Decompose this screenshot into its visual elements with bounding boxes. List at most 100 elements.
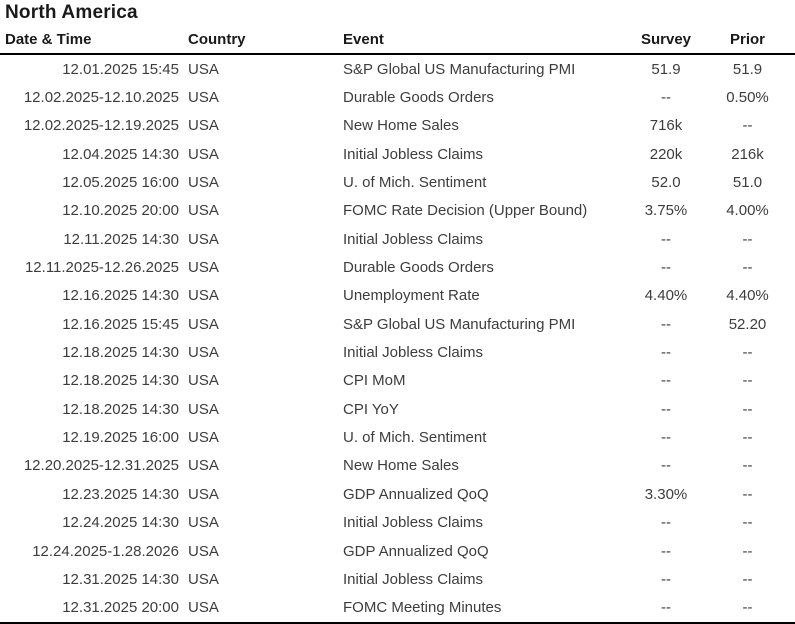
column-header-date-time: Date & Time [0, 26, 182, 55]
table-row: 12.16.2025 15:45 USA S&P Global US Manuf… [0, 310, 795, 338]
column-header-country: Country [182, 26, 338, 55]
column-header-survey: Survey [593, 26, 700, 55]
cell-event: Durable Goods Orders [343, 259, 494, 277]
cell-event: Initial Jobless Claims [343, 145, 484, 163]
cell-survey: -- [661, 89, 671, 107]
cell-date-time: 12.16.2025 15:45 [62, 315, 179, 333]
cell-prior: -- [742, 117, 753, 135]
cell-prior: 4.40% [726, 287, 769, 305]
cell-date-time: 12.31.2025 20:00 [62, 599, 179, 617]
table-row: 12.20.2025-12.31.2025 USA New Home Sales… [0, 452, 795, 480]
table-row: 12.16.2025 14:30 USA Unemployment Rate 4… [0, 282, 795, 310]
cell-date-time: 12.16.2025 14:30 [62, 287, 179, 305]
cell-prior: -- [742, 514, 753, 532]
cell-survey: 52.0 [651, 174, 681, 192]
cell-event: FOMC Meeting Minutes [343, 599, 502, 617]
cell-event: U. of Mich. Sentiment [343, 174, 487, 192]
table-row: 12.11.2025 14:30 USA Initial Jobless Cla… [0, 225, 795, 253]
table-row: 12.24.2025-1.28.2026 USA GDP Annualized … [0, 537, 795, 565]
cell-prior: -- [742, 344, 753, 362]
cell-country: USA [188, 514, 219, 532]
table-row: 12.18.2025 14:30 USA CPI MoM -- -- [0, 367, 795, 395]
cell-date-time: 12.11.2025-12.26.2025 [24, 259, 179, 277]
cell-survey: -- [661, 514, 671, 532]
cell-date-time: 12.11.2025 14:30 [63, 230, 179, 248]
cell-survey: 4.40% [644, 287, 688, 305]
cell-survey: 3.75% [644, 202, 688, 220]
cell-survey: -- [661, 230, 671, 248]
table-row: 12.19.2025 16:00 USA U. of Mich. Sentime… [0, 423, 795, 451]
cell-country: USA [188, 400, 219, 418]
table-row: 12.02.2025-12.19.2025 USA New Home Sales… [0, 112, 795, 140]
cell-country: USA [188, 174, 219, 192]
cell-event: Initial Jobless Claims [343, 570, 484, 588]
page-title: North America [5, 2, 138, 23]
table-row: 12.18.2025 14:30 USA CPI YoY -- -- [0, 395, 795, 423]
cell-survey: -- [661, 570, 671, 588]
cell-survey: -- [661, 372, 671, 390]
cell-prior: 4.00% [726, 202, 769, 220]
cell-date-time: 12.18.2025 14:30 [62, 372, 179, 390]
cell-prior: -- [742, 400, 753, 418]
economic-calendar-table: Date & Time Country Event Survey Prior 1… [0, 26, 795, 624]
cell-date-time: 12.05.2025 16:00 [62, 174, 179, 192]
cell-prior: 51.0 [732, 174, 763, 192]
cell-country: USA [188, 117, 219, 135]
cell-country: USA [188, 570, 219, 588]
cell-prior: -- [742, 429, 753, 447]
cell-country: USA [188, 230, 219, 248]
column-header-prior: Prior [700, 26, 795, 55]
cell-prior: -- [742, 457, 753, 475]
cell-country: USA [188, 485, 219, 503]
cell-country: USA [188, 457, 219, 475]
cell-survey: 220k [649, 145, 683, 163]
table-row: 12.24.2025 14:30 USA Initial Jobless Cla… [0, 509, 795, 537]
table-row: 12.23.2025 14:30 USA GDP Annualized QoQ … [0, 480, 795, 508]
cell-survey: -- [661, 457, 671, 475]
table-header: Date & Time Country Event Survey Prior [0, 26, 795, 55]
table-row: 12.02.2025-12.10.2025 USA Durable Goods … [0, 83, 795, 111]
table-row: 12.11.2025-12.26.2025 USA Durable Goods … [0, 253, 795, 281]
cell-date-time: 12.02.2025-12.10.2025 [23, 89, 179, 107]
cell-date-time: 12.24.2025 14:30 [62, 514, 179, 532]
cell-survey: -- [661, 400, 671, 418]
cell-survey: -- [661, 542, 671, 560]
cell-country: USA [188, 202, 219, 220]
cell-country: USA [188, 145, 219, 163]
cell-event: Unemployment Rate [343, 287, 480, 305]
cell-survey: 716k [649, 117, 683, 135]
cell-prior: -- [742, 542, 753, 560]
cell-country: USA [188, 542, 219, 560]
cell-date-time: 12.24.2025-1.28.2026 [32, 542, 179, 560]
cell-date-time: 12.04.2025 14:30 [62, 145, 179, 163]
cell-prior: -- [742, 485, 753, 503]
cell-date-time: 12.20.2025-12.31.2025 [23, 457, 179, 475]
cell-country: USA [188, 372, 219, 390]
cell-country: USA [188, 287, 219, 305]
cell-country: USA [188, 599, 219, 617]
cell-survey: -- [661, 429, 671, 447]
cell-prior: 0.50% [726, 89, 769, 107]
cell-event: New Home Sales [343, 457, 459, 475]
column-header-event: Event [338, 26, 593, 55]
cell-event: FOMC Rate Decision (Upper Bound) [343, 202, 588, 220]
cell-event: U. of Mich. Sentiment [343, 429, 487, 447]
table-row: 12.05.2025 16:00 USA U. of Mich. Sentime… [0, 168, 795, 196]
table-row: 12.10.2025 20:00 USA FOMC Rate Decision … [0, 197, 795, 225]
table-row: 12.01.2025 15:45 USA S&P Global US Manuf… [0, 54, 795, 83]
cell-prior: -- [742, 372, 753, 390]
cell-date-time: 12.01.2025 15:45 [62, 60, 179, 78]
table-row: 12.31.2025 14:30 USA Initial Jobless Cla… [0, 565, 795, 593]
cell-date-time: 12.19.2025 16:00 [62, 429, 179, 447]
cell-prior: 52.20 [728, 315, 767, 333]
cell-country: USA [188, 60, 219, 78]
cell-survey: 51.9 [651, 60, 681, 78]
cell-survey: -- [661, 315, 671, 333]
cell-country: USA [188, 89, 219, 107]
cell-survey: -- [661, 599, 671, 617]
cell-event: S&P Global US Manufacturing PMI [343, 315, 576, 333]
cell-event: Durable Goods Orders [343, 89, 494, 107]
cell-event: Initial Jobless Claims [343, 230, 484, 248]
cell-event: GDP Annualized QoQ [343, 542, 489, 560]
cell-country: USA [188, 259, 219, 277]
